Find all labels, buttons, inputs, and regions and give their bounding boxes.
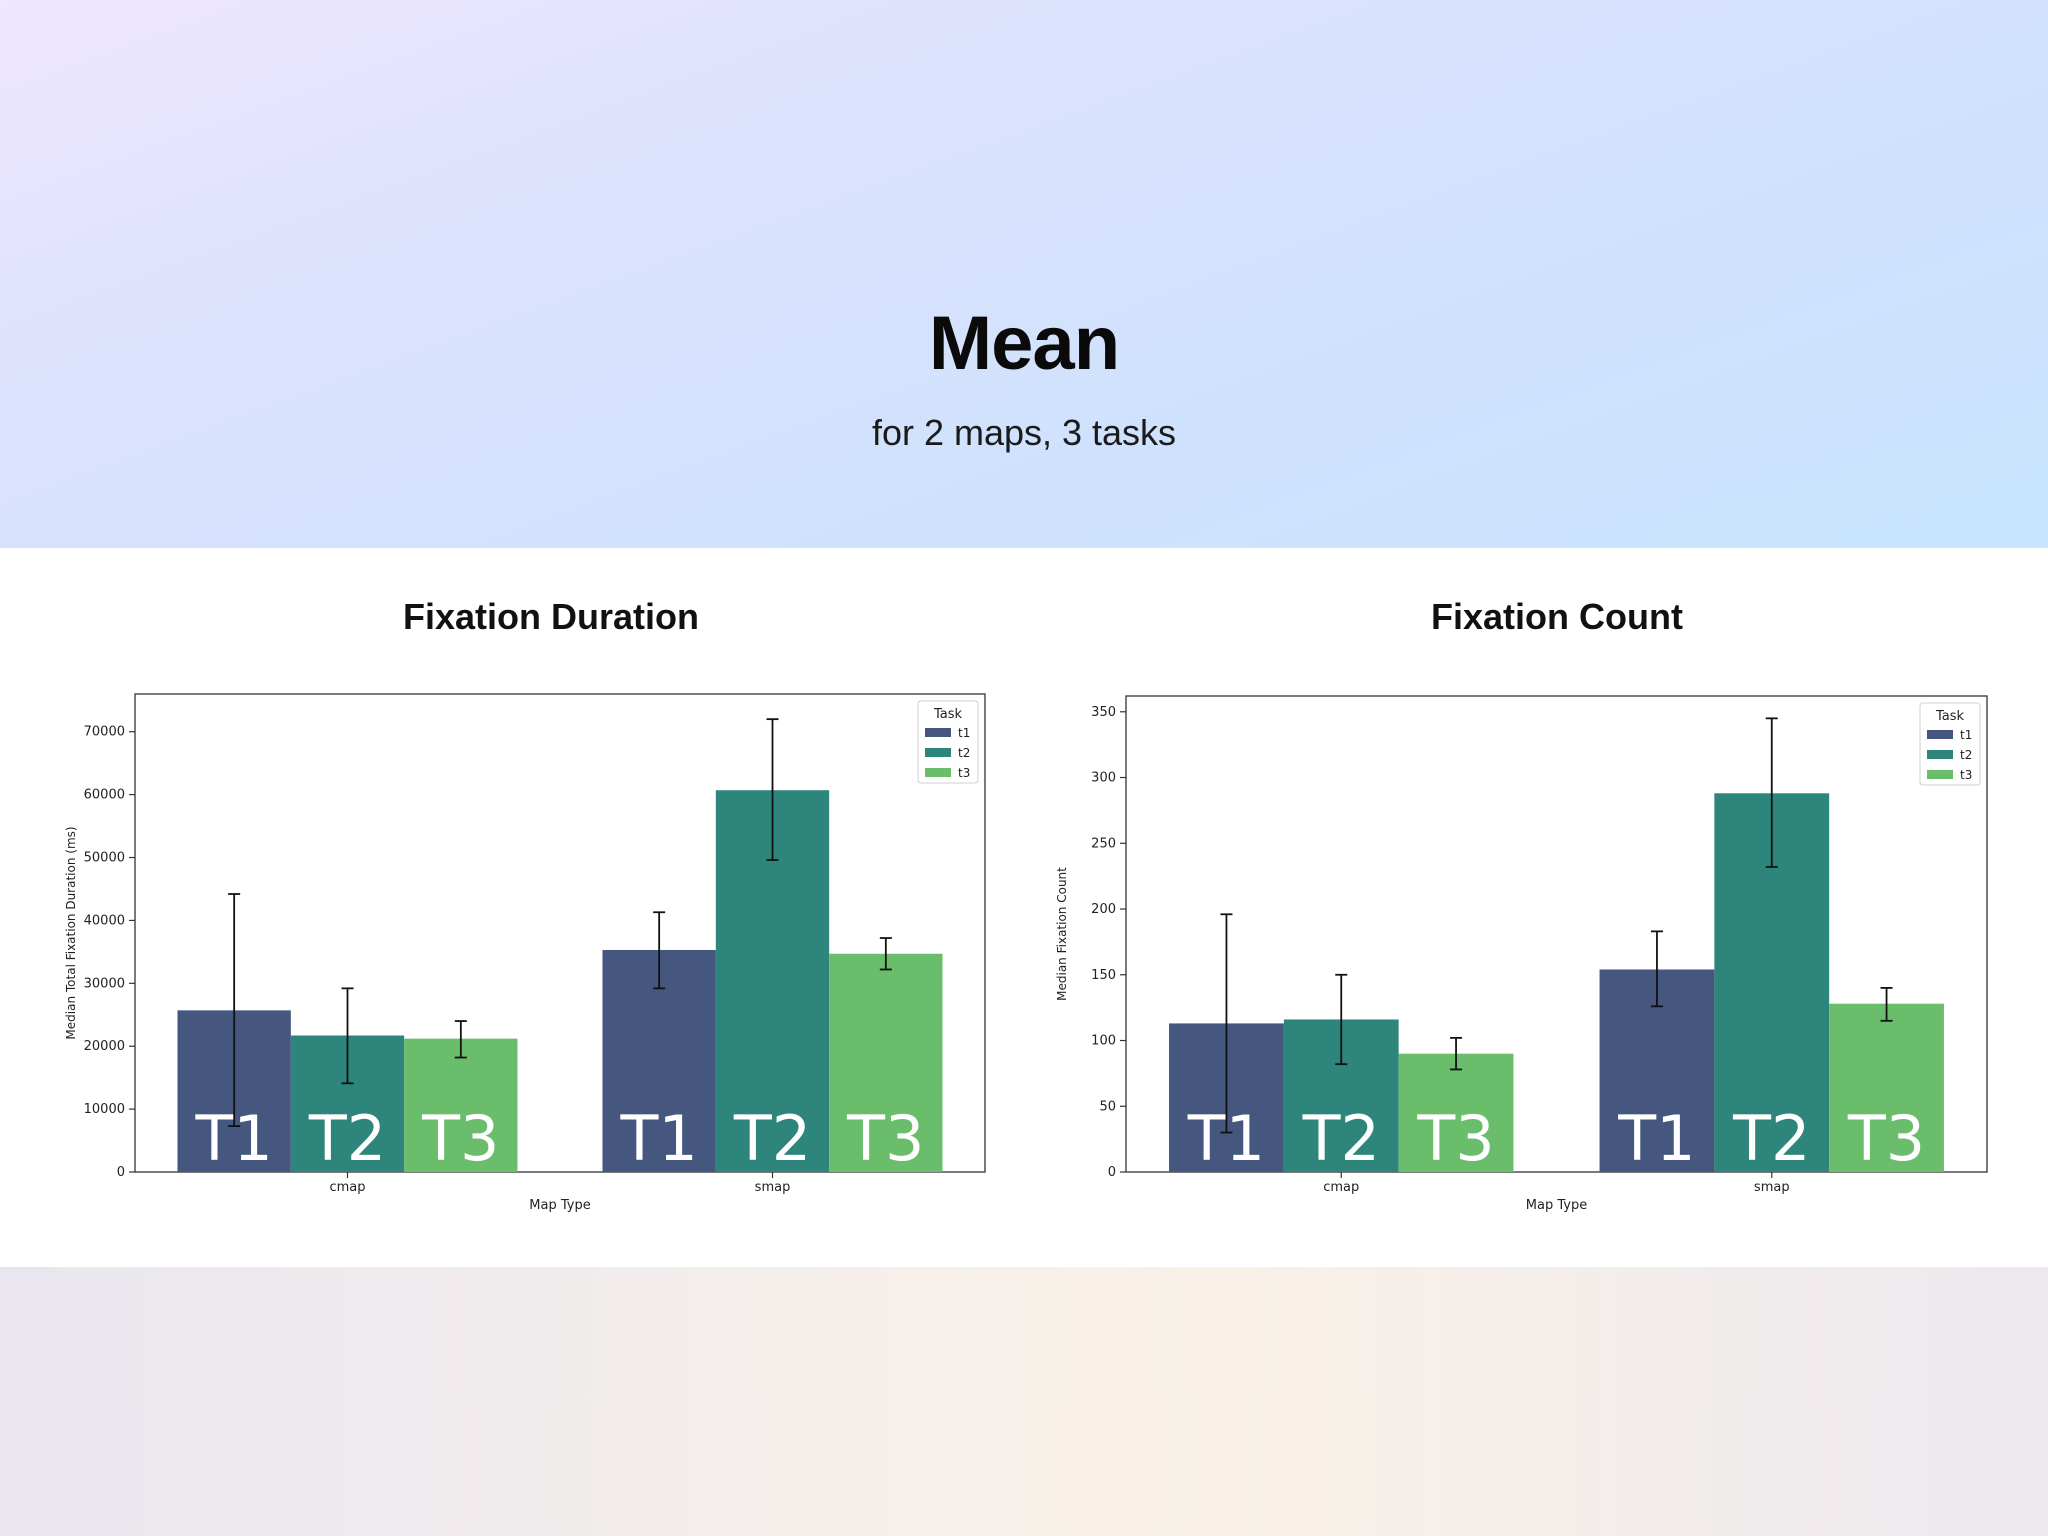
legend-label-t3: t3 bbox=[1960, 768, 1972, 782]
legend-swatch-t1 bbox=[925, 728, 951, 737]
hero-banner: Mean for 2 maps, 3 tasks bbox=[0, 0, 2048, 548]
bar-cmap-t3 bbox=[1398, 1053, 1514, 1172]
legend-title: Task bbox=[1935, 709, 1965, 724]
x-axis-label: Map Type bbox=[1526, 1198, 1587, 1213]
y-tick-label: 200 bbox=[1091, 902, 1116, 917]
y-tick-label: 10000 bbox=[84, 1102, 125, 1117]
bar-label: T3 bbox=[421, 1102, 499, 1175]
legend-label-t3: t3 bbox=[958, 766, 970, 780]
y-tick-label: 150 bbox=[1091, 968, 1116, 983]
bar-cmap-t3 bbox=[404, 1038, 518, 1172]
y-tick-label: 20000 bbox=[84, 1039, 125, 1054]
legend-swatch-t2 bbox=[1927, 750, 1953, 759]
legend-box bbox=[917, 700, 979, 784]
y-tick-label: 70000 bbox=[84, 725, 125, 740]
bar-label: T3 bbox=[846, 1102, 924, 1175]
x-tick-label-smap: smap bbox=[1754, 1180, 1790, 1195]
legend-swatch-t3 bbox=[925, 768, 951, 777]
y-tick-label: 30000 bbox=[84, 976, 125, 991]
y-tick-label: 0 bbox=[1108, 1165, 1116, 1180]
bar-smap-t3 bbox=[829, 953, 943, 1172]
bar-label: T3 bbox=[1847, 1102, 1925, 1175]
x-tick-label-cmap: cmap bbox=[329, 1180, 365, 1195]
bar-label: T2 bbox=[308, 1102, 386, 1175]
chart-title-fixation-duration: Fixation Duration bbox=[403, 596, 699, 637]
y-tick-label: 350 bbox=[1091, 705, 1116, 720]
x-tick-label-smap: smap bbox=[755, 1180, 791, 1195]
legend-label-t2: t2 bbox=[1960, 748, 1972, 762]
y-tick-label: 100 bbox=[1091, 1034, 1116, 1049]
bar-label: T1 bbox=[1617, 1102, 1695, 1175]
y-tick-label: 60000 bbox=[84, 788, 125, 803]
legend-label-t1: t1 bbox=[958, 726, 970, 740]
legend-label-t2: t2 bbox=[958, 746, 970, 760]
y-tick-label: 50000 bbox=[84, 851, 125, 866]
y-tick-label: 250 bbox=[1091, 836, 1116, 851]
x-tick-label-cmap: cmap bbox=[1323, 1180, 1359, 1195]
footer-band bbox=[0, 1267, 2048, 1536]
x-axis-label: Map Type bbox=[529, 1198, 590, 1213]
legend-swatch-t2 bbox=[925, 748, 951, 757]
y-axis-label: Median Total Fixation Duration (ms) bbox=[64, 826, 78, 1039]
y-tick-label: 50 bbox=[1099, 1099, 1116, 1114]
legend-label-t1: t1 bbox=[1960, 728, 1972, 742]
y-tick-label: 300 bbox=[1091, 771, 1116, 786]
slide-title: Mean bbox=[928, 301, 1120, 386]
slide-subtitle: for 2 maps, 3 tasks bbox=[871, 412, 1177, 453]
y-axis-label: Median Fixation Count bbox=[1055, 867, 1069, 1001]
legend-box bbox=[1919, 702, 1981, 786]
legend-swatch-t3 bbox=[1927, 770, 1953, 779]
bar-label: T1 bbox=[620, 1102, 698, 1175]
y-tick-label: 0 bbox=[117, 1165, 125, 1180]
y-tick-label: 40000 bbox=[84, 913, 125, 928]
bar-label: T3 bbox=[1416, 1102, 1494, 1175]
legend-swatch-t1 bbox=[1927, 730, 1953, 739]
legend-title: Task bbox=[933, 707, 963, 722]
bar-label: T2 bbox=[733, 1102, 811, 1175]
bar-smap-t3 bbox=[1829, 1003, 1944, 1172]
chart-title-fixation-count: Fixation Count bbox=[1431, 596, 1683, 637]
fixation-duration-chart: 0 10000 20000 30000 40000 50000 60000 70000 T1 T2… bbox=[64, 693, 986, 1213]
bar-label: T2 bbox=[1732, 1102, 1810, 1175]
bar-label: T2 bbox=[1302, 1102, 1380, 1175]
